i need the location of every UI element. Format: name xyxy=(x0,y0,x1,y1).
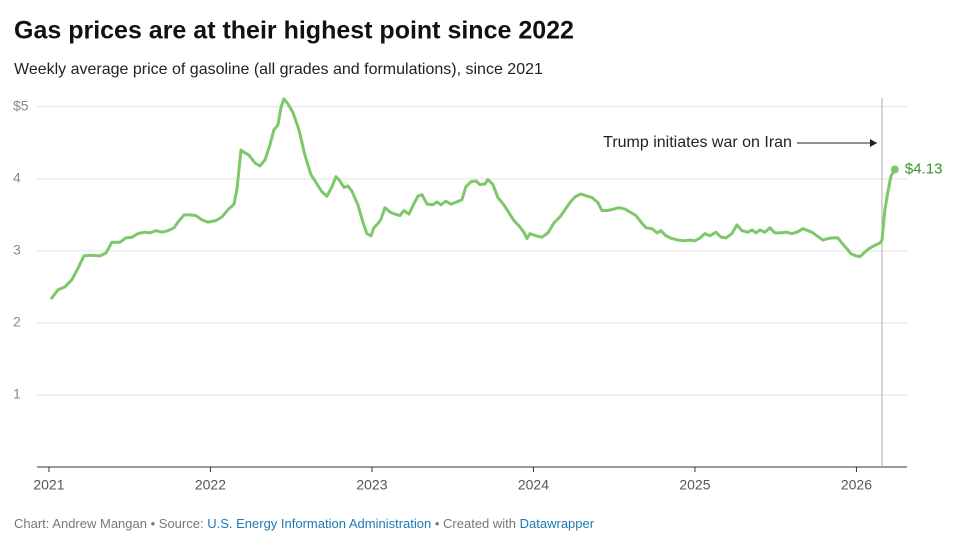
annotation: Trump initiates war on Iran xyxy=(603,134,792,151)
chart-subtitle: Weekly average price of gasoline (all gr… xyxy=(14,61,543,78)
separator: • xyxy=(150,516,156,531)
x-tick-label: 2026 xyxy=(841,477,872,493)
separator: • xyxy=(434,516,440,531)
x-tick-label: 2025 xyxy=(679,477,710,493)
footer: Chart: Andrew Mangan • Source: U.S. Ener… xyxy=(14,516,594,531)
x-tick-label: 2024 xyxy=(518,477,549,493)
y-tick-label: 1 xyxy=(13,386,21,402)
chart-title: Gas prices are at their highest point si… xyxy=(14,17,574,45)
x-tick-label: 2022 xyxy=(195,477,226,493)
source-link[interactable]: U.S. Energy Information Administration xyxy=(207,516,432,531)
y-tick-label: 2 xyxy=(13,314,21,330)
x-tick-label: 2023 xyxy=(356,477,387,493)
chart: Gas prices are at their highest point si… xyxy=(13,17,943,493)
byline: Chart: Andrew Mangan xyxy=(14,516,147,531)
y-tick-label: 4 xyxy=(13,170,21,186)
end-point xyxy=(890,165,899,174)
end-label: $4.13 xyxy=(905,160,943,177)
arrow-head xyxy=(869,139,877,147)
y-tick-label: $5 xyxy=(13,98,29,114)
credit-label: Created with xyxy=(443,516,517,531)
source-label: Source: xyxy=(158,516,204,531)
credit-link[interactable]: Datawrapper xyxy=(519,516,595,531)
x-tick-label: 2021 xyxy=(33,477,64,493)
price-line xyxy=(49,97,897,301)
y-tick-label: 3 xyxy=(13,242,21,258)
